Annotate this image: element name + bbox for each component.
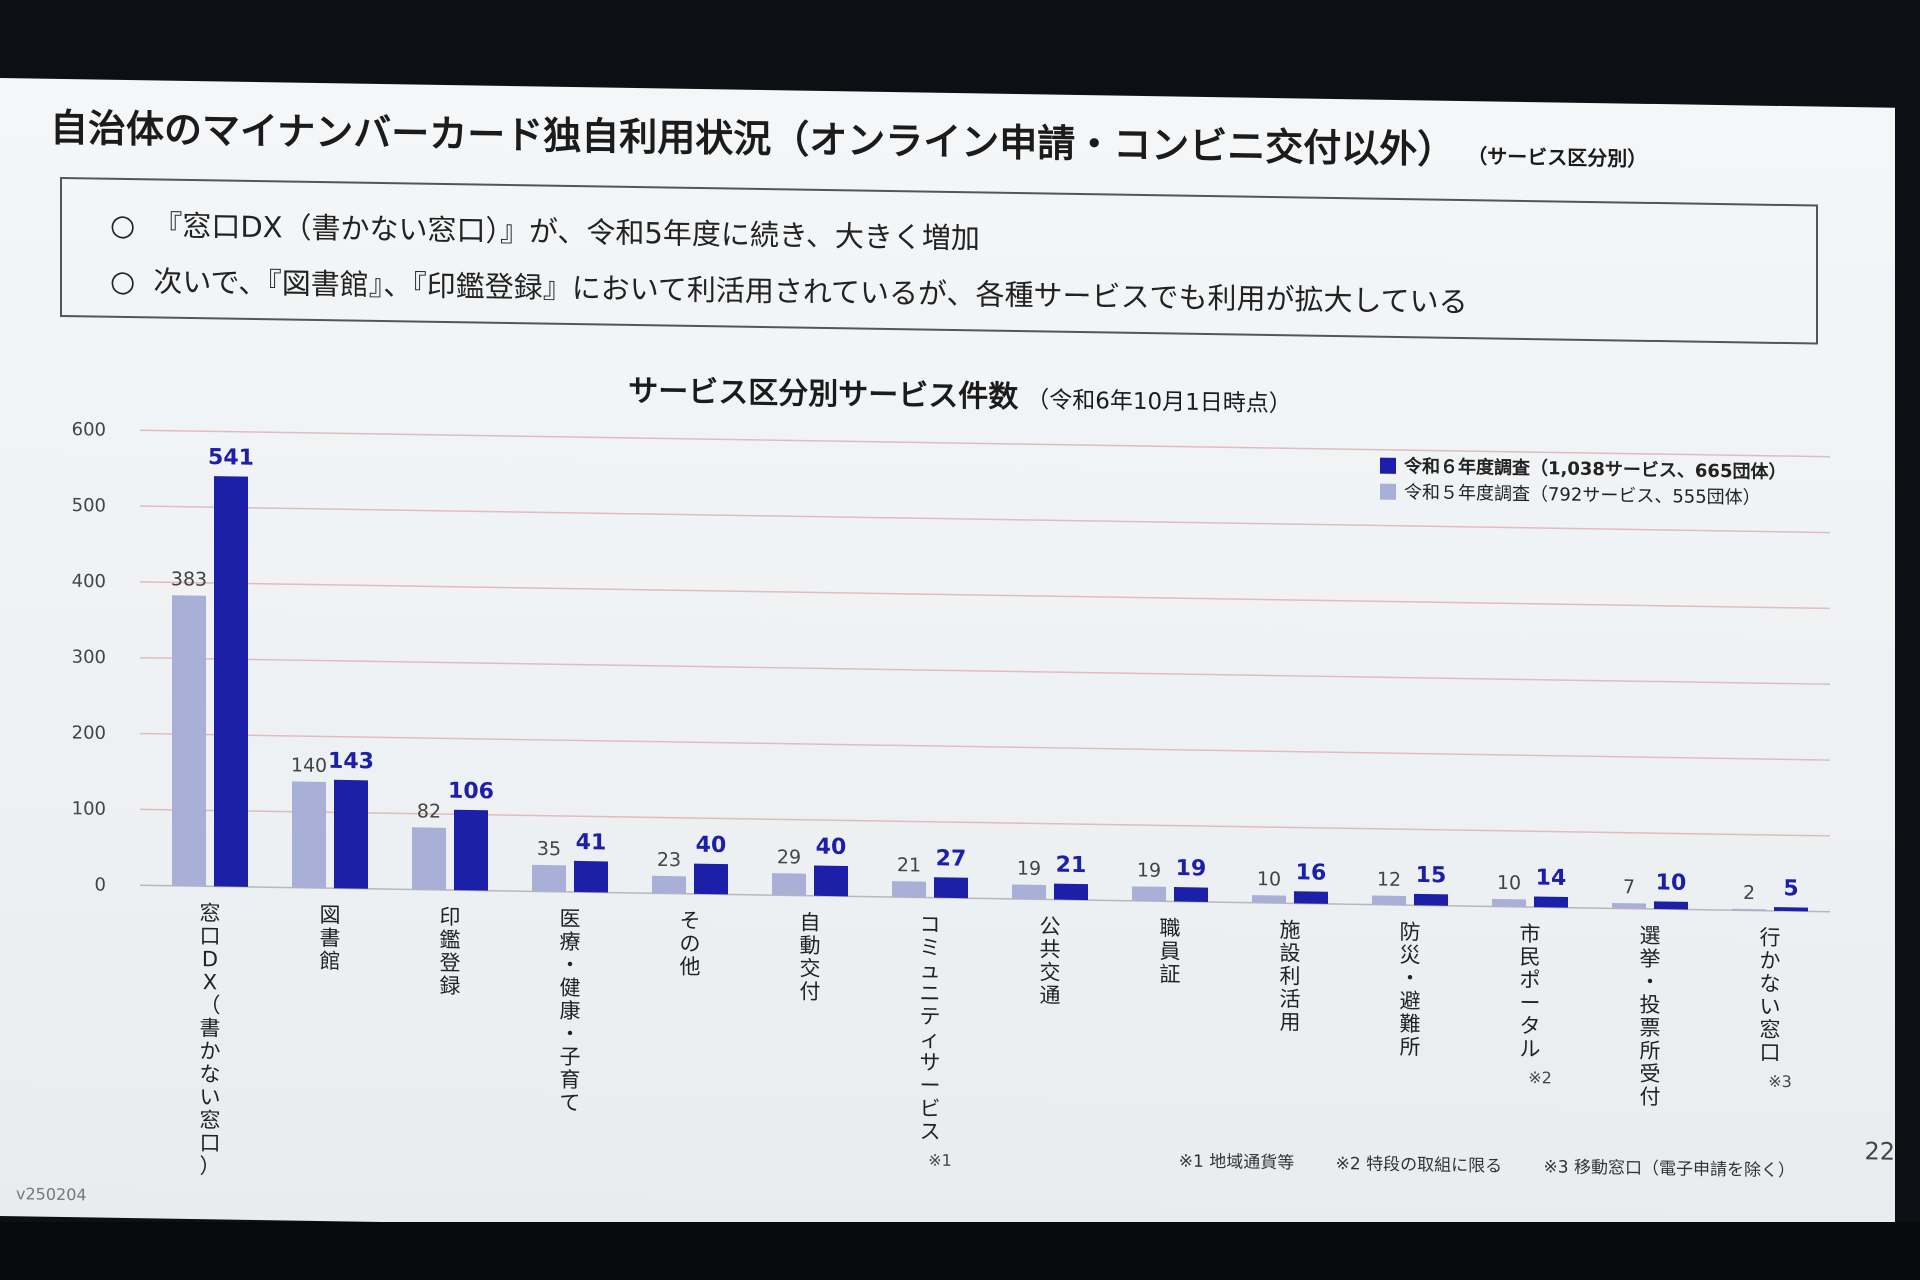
footnote: ※2 特段の取組に限る	[1335, 1153, 1503, 1177]
category-label: 図書館	[320, 903, 341, 973]
gridline	[140, 656, 1830, 685]
category-label: 医療・健康・子育て	[560, 907, 581, 1115]
y-tick-label: 500	[72, 495, 106, 517]
gridline	[140, 429, 1830, 458]
bar-previous-year	[1252, 895, 1286, 904]
data-label-previous: 140	[291, 754, 327, 777]
category-label: 公共交通	[1040, 914, 1061, 1007]
version-label: v250204	[16, 1184, 87, 1205]
category-label: 行かない窓口	[1760, 926, 1781, 1065]
bar-current-year	[1174, 887, 1208, 902]
data-label-current: 16	[1296, 860, 1327, 885]
bar-current-year	[574, 860, 608, 893]
data-label-current: 40	[816, 834, 847, 859]
bar-previous-year	[292, 781, 326, 889]
category-label: 防災・避難所	[1400, 920, 1421, 1059]
gridline	[140, 505, 1830, 534]
bar-previous-year	[172, 595, 206, 887]
data-label-previous: 82	[417, 800, 441, 822]
category-label: 市民ポータル	[1520, 922, 1541, 1061]
gridline	[140, 884, 1830, 913]
data-label-previous: 12	[1377, 869, 1401, 891]
category-note: ※1	[928, 1151, 952, 1170]
data-label-previous: 383	[171, 568, 207, 591]
data-label-current: 106	[448, 779, 494, 805]
bar-previous-year	[1732, 908, 1766, 911]
data-label-current: 5	[1783, 876, 1798, 901]
data-label-current: 15	[1416, 863, 1447, 888]
legend-swatch	[1380, 483, 1396, 500]
category-label: 印鑑登録	[440, 905, 461, 998]
bar-previous-year	[892, 881, 926, 898]
data-label-current: 27	[936, 846, 967, 871]
legend-label: 令和５年度調査（792サービス、555団体）	[1404, 482, 1761, 509]
category-note: ※2	[1528, 1068, 1552, 1087]
category-label: 窓口DX（書かない窓口）	[200, 901, 221, 1178]
data-label-previous: 29	[777, 846, 801, 868]
audience-silhouette	[0, 1222, 1920, 1280]
bar-current-year	[214, 476, 248, 887]
data-label-current: 143	[328, 749, 374, 775]
page-number: 22	[1864, 1137, 1895, 1166]
bar-current-year	[934, 877, 968, 899]
legend-swatch	[1380, 457, 1396, 474]
data-label-previous: 19	[1017, 858, 1041, 880]
footnote: ※3 移動窓口（電子申請を除く）	[1543, 1157, 1795, 1182]
y-tick-label: 100	[72, 798, 106, 820]
category-label: コミュニティサービス	[920, 912, 941, 1143]
gridline	[140, 581, 1830, 610]
bar-current-year	[1294, 891, 1328, 904]
category-label: 施設利活用	[1280, 918, 1301, 1034]
data-label-current: 21	[1056, 853, 1087, 878]
legend-label: 令和６年度調査（1,038サービス、665団体）	[1403, 455, 1786, 483]
y-tick-label: 400	[72, 571, 106, 593]
y-tick-label: 0	[95, 874, 106, 895]
gridline	[140, 808, 1830, 837]
data-label-previous: 10	[1257, 868, 1281, 890]
category-label: 自動交付	[800, 911, 821, 1004]
bar-previous-year	[412, 827, 446, 891]
data-label-current: 19	[1176, 856, 1207, 881]
bar-previous-year	[1492, 898, 1526, 907]
bar-previous-year	[1132, 886, 1166, 902]
bar-previous-year	[1612, 903, 1646, 909]
bar-current-year	[1774, 907, 1808, 912]
y-tick-label: 300	[72, 647, 106, 669]
bar-previous-year	[532, 864, 566, 892]
bar-current-year	[814, 865, 848, 897]
bar-current-year	[334, 779, 368, 889]
data-label-current: 14	[1536, 866, 1567, 891]
data-label-previous: 7	[1623, 876, 1635, 898]
category-label: 職員証	[1160, 916, 1181, 986]
data-label-current: 10	[1656, 870, 1687, 895]
bar-current-year	[1654, 901, 1688, 910]
bar-previous-year	[1372, 895, 1406, 906]
data-label-current: 541	[208, 445, 254, 471]
bar-previous-year	[652, 875, 686, 894]
bar-current-year	[1414, 893, 1448, 906]
bar-previous-year	[772, 873, 806, 896]
data-label-current: 41	[576, 830, 607, 855]
category-label: 選挙・投票所受付	[1640, 924, 1661, 1109]
data-label-previous: 35	[537, 838, 561, 860]
category-label: その他	[680, 909, 701, 979]
bar-chart: 0100200300400500600383541窓口DX（書かない窓口）140…	[72, 419, 1830, 1178]
slide: 自治体のマイナンバーカード独自利用状況（オンライン申請・コンビニ交付以外） （サー…	[0, 78, 1895, 1246]
gridline	[140, 732, 1830, 761]
data-label-previous: 19	[1137, 859, 1161, 881]
bar-previous-year	[1012, 884, 1046, 900]
category-note: ※3	[1768, 1072, 1792, 1091]
bar-current-year	[694, 863, 728, 895]
y-tick-label: 200	[72, 722, 106, 744]
data-label-previous: 23	[657, 849, 681, 871]
bar-current-year	[1534, 896, 1568, 908]
data-label-previous: 21	[897, 854, 921, 876]
y-tick-label: 600	[72, 419, 106, 441]
bar-current-year	[1054, 883, 1088, 901]
data-label-previous: 10	[1497, 872, 1521, 894]
data-label-previous: 2	[1743, 882, 1755, 904]
footnote: ※1 地域通貨等	[1178, 1151, 1295, 1174]
bar-current-year	[454, 809, 488, 891]
data-label-current: 40	[696, 833, 727, 858]
